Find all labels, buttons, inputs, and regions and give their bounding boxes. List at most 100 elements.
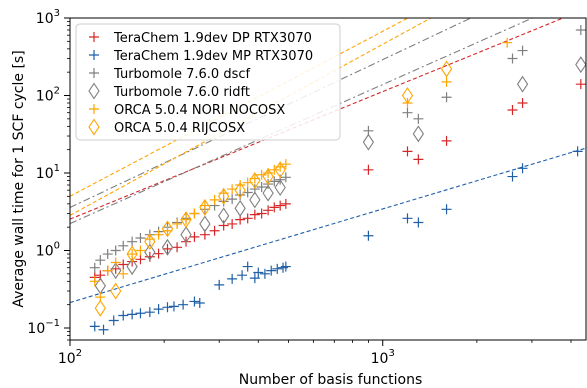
data-point-s3	[144, 243, 156, 261]
data-point-s0	[242, 213, 253, 224]
data-point-s1	[135, 308, 146, 319]
data-point-s4	[127, 249, 138, 260]
data-point-s1	[507, 171, 518, 182]
data-point-s4	[269, 164, 280, 175]
fit-line-1	[70, 147, 587, 304]
data-point-s1	[214, 279, 225, 290]
data-point-s3	[362, 133, 375, 151]
data-point-s0	[517, 98, 528, 109]
data-point-s0	[135, 254, 146, 265]
data-point-s0	[172, 242, 183, 253]
data-point-s5	[249, 172, 261, 189]
data-point-s1	[162, 302, 173, 313]
data-point-s1	[249, 273, 260, 284]
y-tick-label: 103	[36, 8, 60, 27]
data-point-s3	[575, 56, 587, 74]
data-point-s2	[256, 181, 267, 192]
axis-ticks: 102 103 10−1 100 101 102 103	[27, 8, 572, 367]
data-point-s0	[256, 208, 267, 219]
data-point-s2	[507, 53, 518, 64]
data-point-s5	[161, 220, 174, 238]
legend-marker	[89, 32, 99, 42]
data-point-s2	[102, 249, 113, 260]
data-point-s3	[412, 125, 425, 143]
y-axis-label: Average wall time for 1 SCF cycle [s]	[11, 50, 27, 307]
data-point-s2	[110, 245, 121, 256]
data-point-s1	[242, 261, 253, 272]
legend-label: ORCA 5.0.4 RIJCOSX	[114, 121, 245, 136]
data-point-s1	[189, 296, 200, 307]
legend-label: TeraChem 1.9dev DP RTX3070	[113, 31, 312, 46]
data-point-s3	[180, 226, 192, 244]
y-tick-label: 102	[36, 85, 60, 104]
legend-marker	[89, 68, 99, 78]
data-point-s1	[118, 310, 129, 321]
data-point-s3	[126, 258, 138, 276]
legend-box	[75, 23, 341, 141]
data-point-s5	[234, 181, 246, 199]
data-point-s2	[413, 113, 424, 124]
data-point-s4	[280, 159, 291, 170]
data-point-s3	[234, 199, 246, 217]
data-point-s2	[441, 92, 452, 103]
data-point-s3	[110, 262, 122, 280]
fit-line-3	[70, 18, 534, 225]
data-point-s0	[280, 198, 291, 209]
data-point-s1	[168, 301, 179, 312]
data-point-s0	[263, 205, 274, 216]
data-point-s4	[172, 218, 183, 229]
data-point-s2	[517, 45, 528, 56]
data-point-s1	[402, 213, 413, 224]
legend-label: ORCA 5.0.4 NORI NOCOSX	[114, 103, 285, 118]
data-point-s4	[235, 180, 246, 191]
data-point-s3	[516, 75, 529, 93]
data-point-s0	[249, 209, 260, 220]
data-point-s0	[269, 202, 280, 213]
data-point-s0	[227, 218, 238, 229]
data-point-s0	[275, 200, 286, 211]
fit-line-0	[70, 18, 565, 220]
x-tick-label: 103	[371, 348, 395, 367]
data-point-s2	[118, 240, 129, 251]
legend-marker	[89, 50, 99, 60]
data-point-s4	[181, 214, 192, 225]
data-point-s4	[441, 76, 452, 87]
data-point-s2	[227, 194, 238, 205]
y-tick-label: 101	[36, 163, 60, 182]
data-point-s4	[135, 245, 146, 256]
legend-marker	[88, 82, 100, 100]
data-point-s0	[218, 220, 229, 231]
data-point-s0	[507, 104, 518, 115]
data-point-s1	[441, 204, 452, 215]
data-point-s2	[402, 107, 413, 118]
data-point-s5	[274, 161, 286, 179]
data-point-s0	[118, 259, 129, 270]
legend-marker	[88, 118, 100, 136]
data-point-s1	[272, 263, 283, 274]
data-point-s0	[363, 164, 374, 175]
data-point-s2	[242, 187, 253, 198]
data-point-s3	[94, 277, 106, 295]
data-point-s5	[144, 233, 156, 251]
data-point-s1	[572, 146, 583, 157]
y-tick-label: 10−1	[27, 318, 60, 337]
data-point-s2	[135, 232, 146, 243]
data-point-s0	[189, 231, 200, 242]
data-point-s3	[217, 207, 230, 225]
data-point-s1	[413, 217, 424, 228]
data-point-s1	[194, 298, 205, 309]
data-point-s5	[94, 299, 106, 317]
data-point-s1	[266, 265, 277, 276]
data-point-s1	[363, 230, 374, 241]
data-point-s2	[280, 172, 291, 183]
data-point-s1	[517, 163, 528, 174]
data-point-s1	[280, 261, 291, 272]
legend-label: TeraChem 1.9dev MP RTX3070	[113, 49, 313, 64]
data-point-s1	[153, 304, 164, 315]
data-point-s5	[110, 282, 122, 300]
data-point-s1	[98, 324, 109, 335]
data-point-s0	[402, 146, 413, 157]
data-point-s1	[108, 315, 119, 326]
x-axis-label: Number of basis functions	[239, 372, 423, 388]
